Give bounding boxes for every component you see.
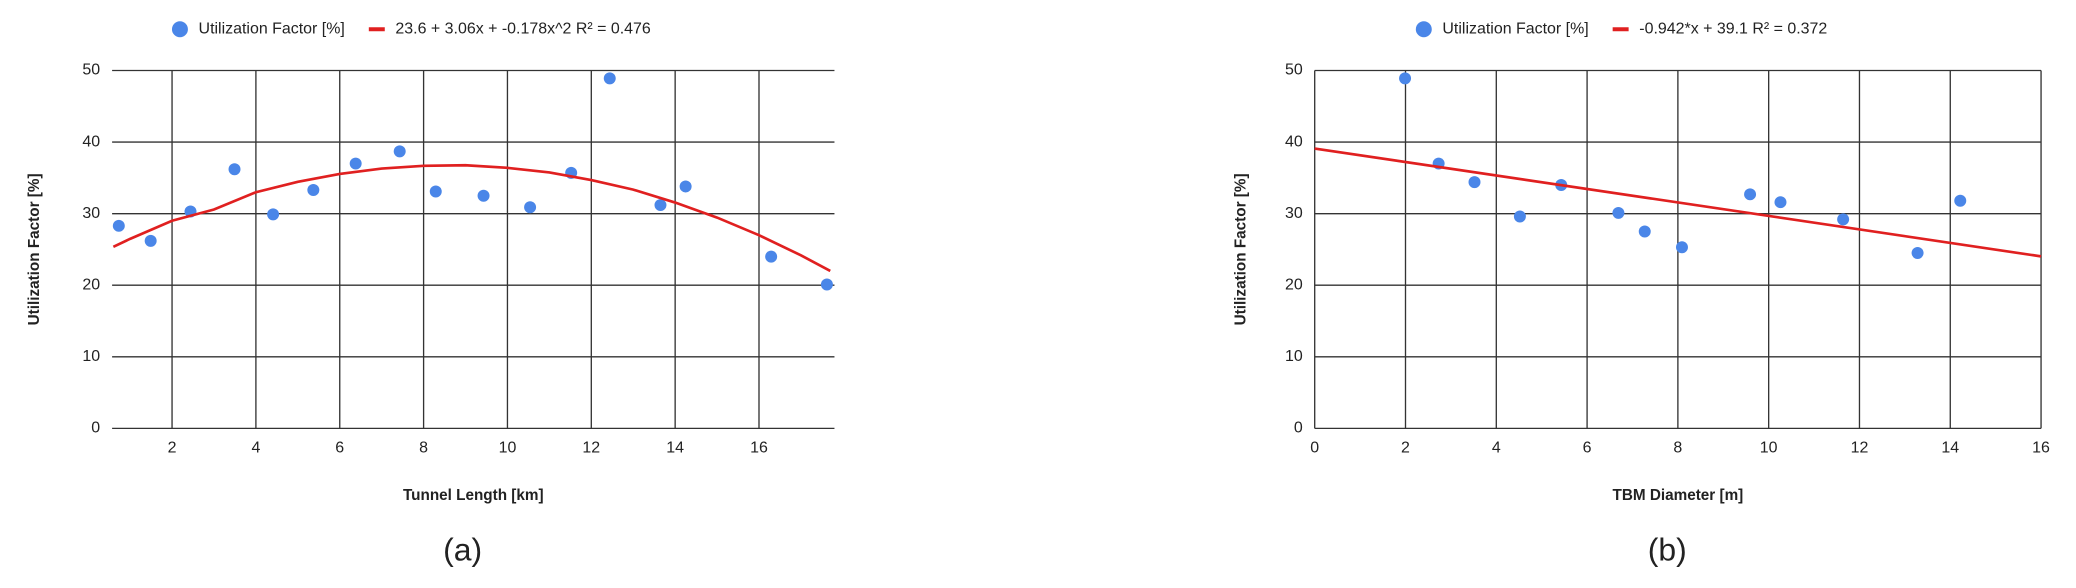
legend-swatch [1415, 21, 1432, 38]
legend-label: -0.942*x + 39.1 R² = 0.372 [1639, 20, 1827, 37]
x-tick-label: 10 [1760, 440, 1778, 457]
legend-label: Utilization Factor [%] [1442, 20, 1588, 37]
x-axis-title: TBM Diameter [m] [1612, 487, 1743, 504]
y-tick-label: 50 [1285, 62, 1303, 79]
x-tick-label: 16 [2032, 440, 2050, 457]
y-tick-label: 40 [1285, 133, 1303, 150]
legend-swatch [171, 21, 188, 38]
point [679, 180, 692, 193]
y-axis-title: Utilization Factor [%] [1233, 173, 1250, 325]
point [603, 72, 616, 85]
x-axis-title: Tunnel Length [km] [403, 487, 544, 504]
point [1612, 206, 1625, 219]
point [228, 163, 241, 176]
x-tick-label: 16 [750, 440, 768, 457]
point [429, 185, 442, 198]
point [1911, 247, 1924, 259]
point [1837, 213, 1850, 226]
x-tick-label: 2 [168, 440, 177, 457]
y-tick-label: 30 [82, 205, 100, 222]
x-tick-label: 8 [419, 440, 428, 457]
x-tick-label: 12 [1851, 440, 1869, 457]
y-tick-label: 20 [82, 276, 100, 293]
point [1638, 225, 1651, 238]
x-tick-label: 2 [1401, 440, 1410, 457]
point [112, 219, 125, 232]
point [820, 278, 833, 291]
y-axis-title: Utilization Factor [%] [26, 173, 43, 325]
x-tick-label: 6 [335, 440, 344, 457]
point [524, 201, 537, 214]
x-tick-label: 8 [1673, 440, 1682, 457]
y-tick-label: 30 [1285, 205, 1303, 222]
point [654, 199, 667, 212]
y-tick-label: 20 [1285, 276, 1303, 293]
x-tick-label: 4 [251, 440, 260, 457]
y-tick-label: 40 [82, 133, 100, 150]
caption: (a) [443, 532, 482, 568]
x-tick-label: 4 [1492, 440, 1501, 457]
trend-line [112, 163, 831, 273]
point [1744, 188, 1757, 201]
point [144, 234, 157, 247]
point [1675, 241, 1688, 254]
y-tick-label: 0 [1294, 420, 1303, 437]
point [1399, 72, 1412, 85]
x-tick-label: 0 [1310, 440, 1319, 457]
x-tick-label: 14 [666, 440, 684, 457]
caption: (b) [1648, 532, 1687, 568]
legend-label: Utilization Factor [%] [199, 20, 345, 37]
x-tick-label: 14 [1941, 440, 1959, 457]
trend-line [1314, 147, 2042, 258]
point [1513, 210, 1526, 223]
y-tick-label: 0 [91, 420, 100, 437]
point [349, 157, 362, 170]
y-tick-label: 10 [1285, 348, 1303, 365]
legend-label: 23.6 + 3.06x + -0.178x^2 R² = 0.476 [395, 20, 651, 37]
y-tick-label: 10 [82, 348, 100, 365]
point [1774, 196, 1787, 209]
point [477, 189, 490, 202]
x-tick-label: 10 [499, 440, 517, 457]
x-tick-label: 12 [582, 440, 600, 457]
point [307, 184, 320, 197]
point [765, 250, 778, 263]
point [1468, 176, 1481, 189]
point [1954, 194, 1967, 207]
point [267, 208, 280, 221]
point [393, 145, 406, 158]
y-tick-label: 50 [82, 62, 100, 79]
x-tick-label: 6 [1583, 440, 1592, 457]
